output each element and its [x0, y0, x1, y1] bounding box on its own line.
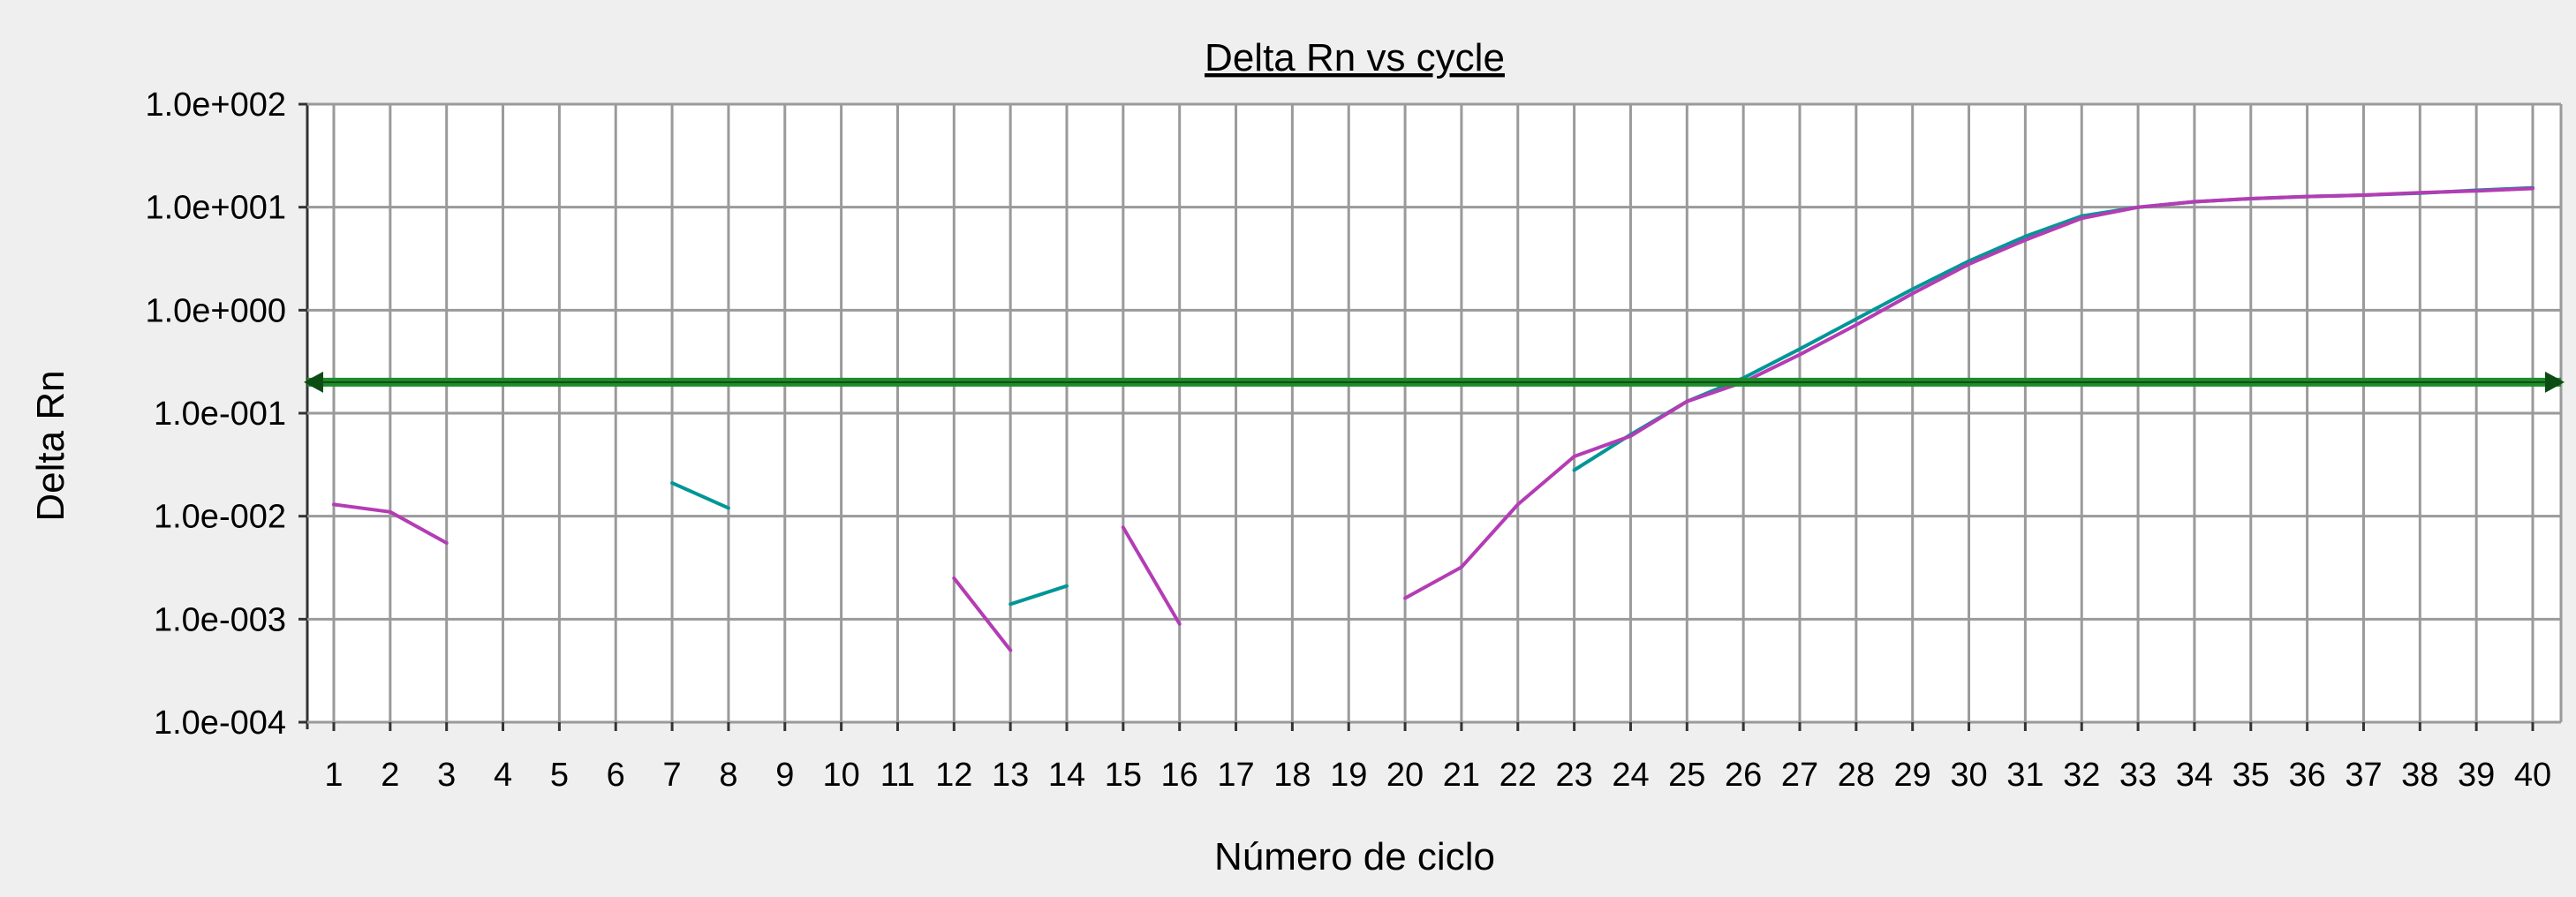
y-tick-label-6: 1.0e-004 — [154, 705, 286, 742]
x-tick-label-37: 37 — [2345, 757, 2382, 794]
y-tick-label-3: 1.0e-001 — [154, 396, 286, 433]
x-tick-label-33: 33 — [2119, 757, 2157, 794]
grid-lines — [298, 102, 2563, 731]
series-2-segment-1 — [332, 502, 449, 545]
x-tick-label-10: 10 — [822, 757, 859, 794]
x-tick-label-7: 7 — [663, 757, 682, 794]
x-axis-tick-labels: 1 2 3 4 5 6 7 8 9 10 11 12 13 14 15 16 17 18 19 20 21 22 23 24 2… — [324, 757, 2551, 794]
x-tick-label-14: 14 — [1048, 757, 1085, 794]
x-tick-label-26: 26 — [1725, 757, 1762, 794]
x-tick-label-17: 17 — [1217, 757, 1254, 794]
series-2-segment-4 — [1403, 186, 2534, 600]
y-tick-label-4: 1.0e-002 — [154, 499, 286, 536]
threshold-line[interactable] — [304, 371, 2565, 393]
x-tick-label-19: 19 — [1330, 757, 1367, 794]
x-tick-label-31: 31 — [2006, 757, 2043, 794]
x-tick-label-8: 8 — [719, 757, 737, 794]
x-tick-label-35: 35 — [2232, 757, 2270, 794]
x-tick-label-15: 15 — [1105, 757, 1142, 794]
series-2-segment-3 — [1121, 525, 1182, 626]
x-tick-label-28: 28 — [1838, 757, 1875, 794]
threshold-arrow-right — [2545, 371, 2565, 393]
x-tick-label-24: 24 — [1612, 757, 1649, 794]
y-tick-label-2: 1.0e+000 — [145, 292, 286, 329]
x-tick-label-13: 13 — [992, 757, 1029, 794]
chart-title: Delta Rn vs cycle — [1205, 36, 1505, 79]
x-tick-label-30: 30 — [1950, 757, 1987, 794]
plot-area — [306, 104, 2561, 729]
x-tick-label-27: 27 — [1781, 757, 1818, 794]
x-tick-label-1: 1 — [324, 757, 343, 794]
series-1-segment-1 — [670, 481, 730, 510]
x-tick-label-9: 9 — [775, 757, 794, 794]
x-tick-label-38: 38 — [2401, 757, 2438, 794]
x-axis-label: Número de ciclo — [1214, 835, 1495, 878]
y-tick-label-0: 1.0e+002 — [145, 87, 286, 124]
x-tick-label-34: 34 — [2176, 757, 2213, 794]
x-tick-label-18: 18 — [1273, 757, 1311, 794]
x-tick-label-39: 39 — [2458, 757, 2495, 794]
x-tick-label-29: 29 — [1894, 757, 1931, 794]
y-axis-label: Delta Rn — [29, 370, 72, 521]
x-tick-label-32: 32 — [2063, 757, 2100, 794]
x-tick-label-22: 22 — [1500, 757, 1537, 794]
series-2-segment-2 — [952, 576, 1013, 652]
x-tick-label-36: 36 — [2288, 757, 2325, 794]
x-tick-label-5: 5 — [550, 757, 569, 794]
x-tick-label-11: 11 — [880, 757, 915, 794]
x-tick-label-4: 4 — [494, 757, 512, 794]
x-tick-label-25: 25 — [1668, 757, 1705, 794]
y-tick-label-5: 1.0e-003 — [154, 601, 286, 638]
x-tick-label-21: 21 — [1443, 757, 1480, 794]
x-tick-label-16: 16 — [1161, 757, 1198, 794]
x-tick-label-23: 23 — [1555, 757, 1592, 794]
x-tick-label-6: 6 — [607, 757, 625, 794]
x-tick-label-40: 40 — [2514, 757, 2551, 794]
threshold-arrow-left — [304, 371, 323, 393]
x-tick-label-12: 12 — [935, 757, 972, 794]
y-tick-label-1: 1.0e+001 — [145, 190, 286, 227]
x-tick-label-20: 20 — [1386, 757, 1424, 794]
x-tick-label-2: 2 — [381, 757, 399, 794]
y-axis-tick-labels: 1.0e+002 1.0e+001 1.0e+000 1.0e-001 1.0e-002… — [145, 87, 286, 742]
x-tick-label-3: 3 — [437, 757, 456, 794]
series-1-segment-2 — [1008, 584, 1069, 607]
